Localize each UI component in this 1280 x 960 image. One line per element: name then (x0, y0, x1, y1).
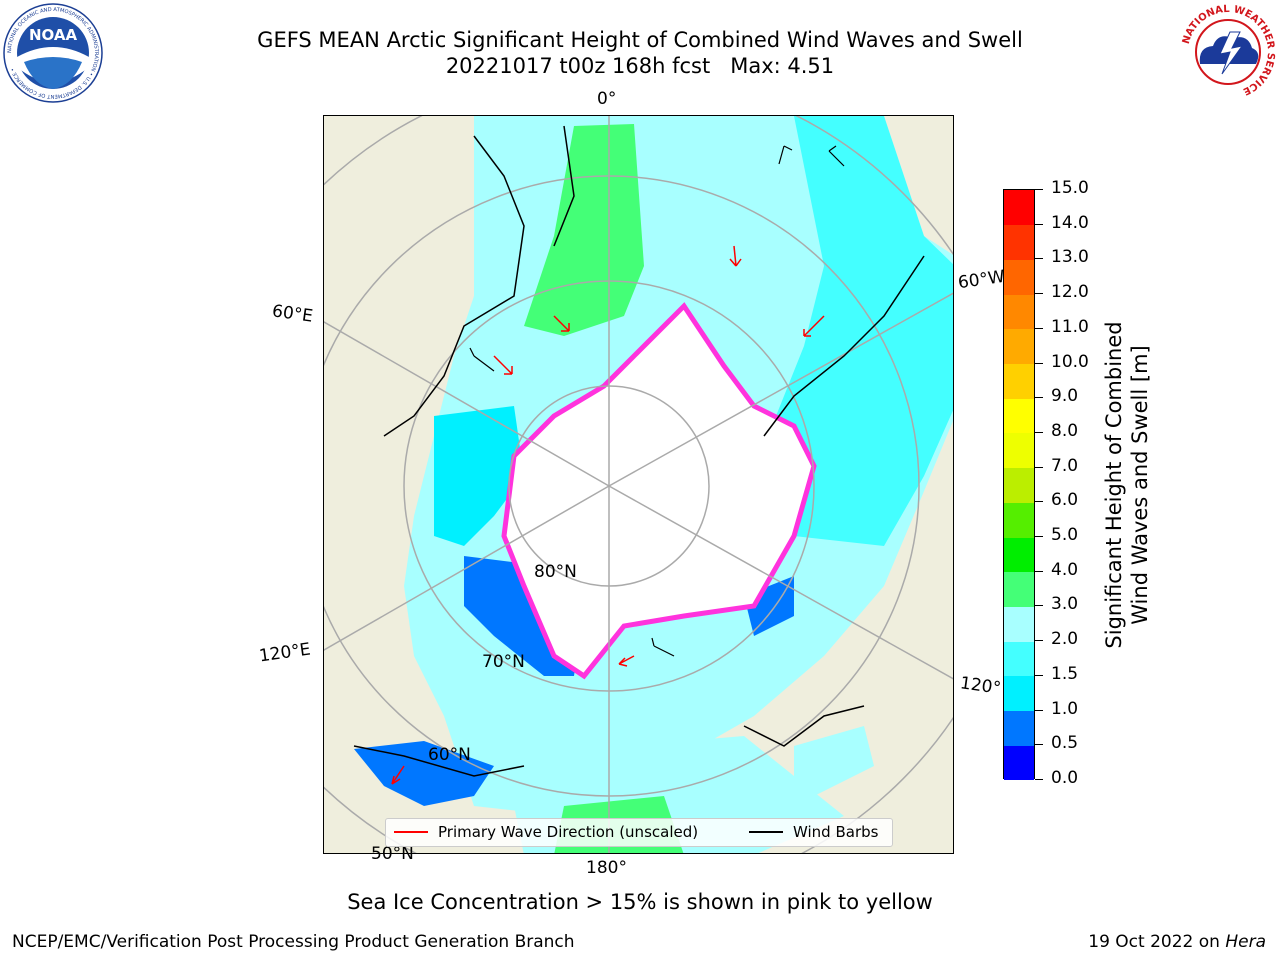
noaa-logo: NOAA NATIONAL OCEANIC AND ATMOSPHERIC AD… (3, 3, 103, 103)
wave-arrows (391, 245, 825, 785)
colorbar-tick-label: 1.0 (1051, 698, 1079, 719)
meridian-label-60w: 60°W (956, 266, 1007, 294)
colorbar-segment (1004, 502, 1034, 538)
colorbar-tick-label: 5.0 (1051, 525, 1079, 546)
map-svg (324, 116, 953, 853)
sea-ice-cap (501, 302, 817, 680)
colorbar-segment (1004, 328, 1034, 365)
meridian-label-120e: 120°E (257, 639, 312, 667)
sea-ice-caption: Sea Ice Concentration > 15% is shown in … (347, 890, 933, 914)
colorbar-segment (1004, 641, 1034, 677)
colorbar-tick (1035, 327, 1043, 329)
colorbar-tick (1035, 223, 1043, 225)
parallel-label-60n: 60°N (428, 745, 471, 765)
colorbar-tick (1035, 431, 1043, 433)
colorbar-segment (1004, 745, 1034, 781)
colorbar-segment (1004, 571, 1034, 607)
colorbar-segment (1004, 294, 1034, 330)
footer-branch: NCEP/EMC/Verification Post Processing Pr… (12, 932, 575, 952)
colorbar-tick-label: 10.0 (1051, 351, 1089, 372)
nws-logo: NATIONAL WEATHER SERVICE (1180, 4, 1276, 100)
colorbar-title-line2: Wind Waves and Swell [m] (1128, 345, 1152, 625)
colorbar-segment (1004, 398, 1034, 434)
colorbar-tick-label: 0.0 (1051, 768, 1079, 788)
colorbar-tick-label: 7.0 (1051, 455, 1079, 476)
colorbar-title-line1: Significant Height of Combined (1102, 321, 1126, 649)
colorbar-tick-label: 9.0 (1051, 386, 1079, 407)
colorbar (1003, 189, 1035, 781)
colorbar-segment (1004, 606, 1034, 642)
parallel-label-80n: 80°N (534, 562, 577, 582)
colorbar-tick (1035, 501, 1043, 503)
colorbar-tick (1035, 605, 1043, 607)
wind-barb-legend-line (749, 831, 783, 833)
footer-date: 19 Oct 2022 on Hera (1088, 932, 1266, 952)
colorbar-tick (1035, 258, 1043, 260)
wind-barb-legend-label: Wind Barbs (793, 823, 879, 841)
meridian-label-120w: 120° (958, 673, 1003, 699)
colorbar-tick-label: 3.0 (1051, 594, 1079, 615)
colorbar-tick (1035, 674, 1043, 676)
colorbar-segment (1004, 710, 1034, 746)
colorbar-tick (1035, 709, 1043, 711)
polar-map (323, 115, 954, 854)
wave-direction-legend-label: Primary Wave Direction (unscaled) (438, 823, 699, 841)
colorbar-segment (1004, 224, 1034, 260)
ocean-mid-west (434, 406, 524, 546)
colorbar-tick (1035, 466, 1043, 468)
colorbar-segment (1004, 259, 1034, 295)
meridian-label-180: 180° (586, 858, 627, 878)
colorbar-tick (1035, 570, 1043, 572)
colorbar-segment (1004, 467, 1034, 503)
wind-barbs (469, 145, 845, 657)
colorbar-segment (1004, 537, 1034, 573)
colorbar-tick-label: 4.0 (1051, 559, 1079, 580)
colorbar-tick-label: 14.0 (1051, 212, 1089, 233)
footer-host: Hera (1225, 932, 1266, 952)
ocean-green-patch (524, 124, 644, 336)
meridian-label-0: 0° (597, 89, 617, 109)
colorbar-tick-label: 13.0 (1051, 247, 1089, 268)
colorbar-tick (1035, 189, 1043, 190)
colorbar-tick-label: 1.5 (1051, 663, 1079, 684)
colorbar-tick-label: 11.0 (1051, 316, 1089, 337)
chart-subtitle: 20221017 t00z 168h fcst Max: 4.51 (445, 54, 835, 78)
labrador-sea (794, 726, 874, 806)
colorbar-segment (1004, 190, 1034, 226)
colorbar-tick-label: 15.0 (1051, 178, 1089, 198)
chart-title: GEFS MEAN Arctic Significant Height of C… (257, 28, 1023, 52)
colorbar-tick-label: 0.5 (1051, 733, 1079, 754)
wave-direction-legend-line (394, 831, 428, 833)
colorbar-tick (1035, 362, 1043, 364)
parallel-label-50n: 50°N (371, 844, 414, 864)
colorbar-tick-label: 12.0 (1051, 282, 1089, 303)
colorbar-tick-label: 8.0 (1051, 420, 1079, 441)
colorbar-tick (1035, 744, 1043, 746)
colorbar-tick-label: 6.0 (1051, 490, 1079, 511)
map-legend: Primary Wave Direction (unscaled) Wind B… (385, 818, 893, 847)
colorbar-tick (1035, 397, 1043, 399)
colorbar-segment (1004, 363, 1034, 399)
colorbar-tick (1035, 536, 1043, 538)
colorbar-tick (1035, 779, 1043, 780)
meridian-label-60e: 60°E (270, 301, 315, 327)
colorbar-segment (1004, 432, 1034, 469)
noaa-logo-text: NOAA (29, 26, 78, 44)
colorbar-segment (1004, 675, 1034, 712)
colorbar-tick-label: 2.0 (1051, 629, 1079, 650)
ocean-mid (764, 116, 953, 546)
colorbar-tick (1035, 293, 1043, 295)
coastlines (353, 125, 925, 777)
parallel-label-70n: 70°N (482, 652, 525, 672)
colorbar-tick (1035, 640, 1043, 642)
